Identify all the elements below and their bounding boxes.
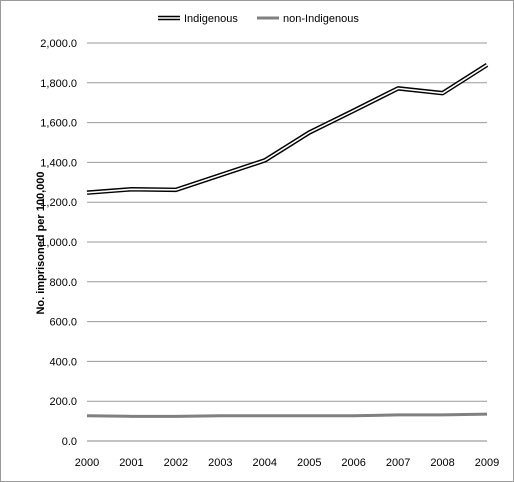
x-tick-label: 2006 [341,457,365,469]
y-tick-label: 600.0 [49,317,77,329]
y-tick-label: 1,600.0 [40,118,77,130]
y-tick-label: 1,400.0 [40,157,77,169]
x-tick-label: 2001 [119,457,143,469]
x-tick-label: 2002 [164,457,188,469]
x-tick-label: 2009 [475,457,499,469]
y-tick-label: 800.0 [49,277,77,289]
y-tick-label: 200.0 [49,396,77,408]
legend-label: non-Indigenous [283,13,359,25]
x-tick-label: 2004 [253,457,277,469]
y-tick-label: 1,000.0 [40,237,77,249]
y-axis-tick-labels: 0.0 200.0 400.0 600.0 800.0 1,000.0 1,200.0 1,4… [40,38,77,448]
non-indigenous-series-line [86,412,488,418]
gridlines [87,42,487,442]
y-tick-label: 400.0 [49,356,77,368]
x-tick-label: 2000 [75,457,99,469]
x-tick-label: 2003 [208,457,232,469]
legend-item-non-indigenous: non-Indigenous [257,13,359,25]
legend: Indigenous non-Indigenous [158,13,359,25]
series-layer [86,62,489,418]
y-tick-label: 1,800.0 [40,78,77,90]
x-tick-label: 2007 [386,457,410,469]
indigenous-series-line [86,62,489,195]
x-tick-label: 2008 [430,457,454,469]
x-tick-label: 2005 [297,457,321,469]
y-tick-label: 1,200.0 [40,197,77,209]
y-axis-label: No. imprisoned per 100,000 [35,171,47,314]
y-tick-label: 0.0 [62,436,77,448]
x-axis-tick-labels: 2000 2001 2002 2003 2004 2005 2006 2007 2008 2009 [75,457,499,469]
indigenous-series-line-inner [86,64,488,194]
legend-label: Indigenous [184,13,238,25]
legend-item-indigenous: Indigenous [158,13,238,25]
y-tick-label: 2,000.0 [40,38,77,50]
